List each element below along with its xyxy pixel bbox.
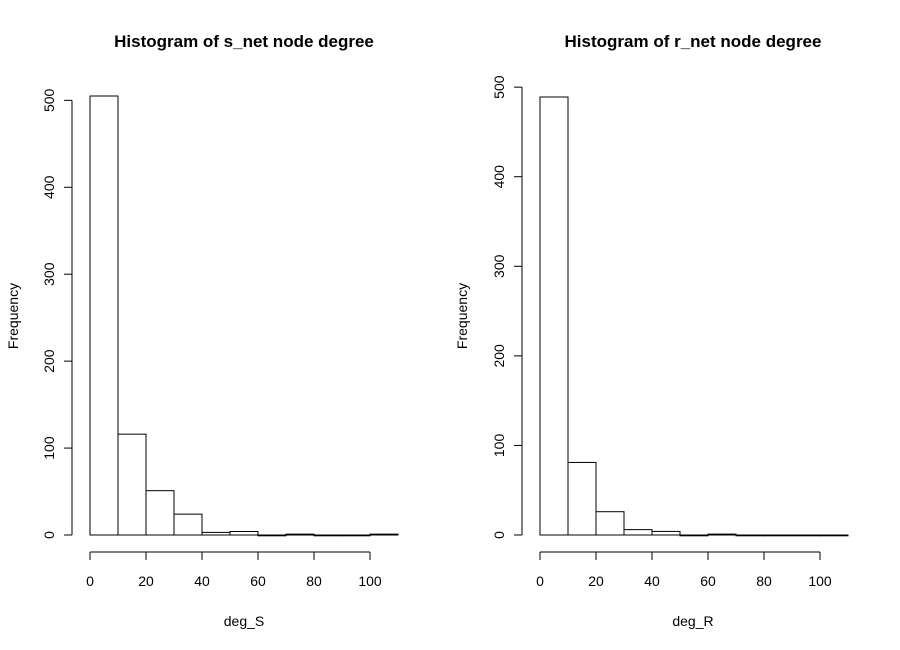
histogram-bar: [735, 534, 765, 537]
histogram-r-net-panel: Histogram of r_net node degree deg_R Fre…: [454, 32, 849, 629]
bars: [89, 95, 399, 537]
y-tick-label: 200: [41, 349, 57, 373]
x-axis-label: deg_S: [224, 613, 264, 629]
x-tick-label: 0: [536, 573, 544, 589]
x-tick-label: 40: [194, 573, 210, 589]
histogram-bar: [173, 513, 203, 536]
x-tick-label: 60: [700, 573, 716, 589]
y-tick-label: 300: [41, 262, 57, 286]
y-tick-label: 400: [491, 165, 507, 189]
x-tick-label: 60: [250, 573, 266, 589]
histogram-bar: [623, 529, 653, 536]
x-tick-label: 20: [138, 573, 154, 589]
histogram-bar: [229, 531, 259, 536]
y-tick-label: 200: [491, 344, 507, 368]
x-axis: 0 20 40 60 80 100: [536, 551, 832, 589]
x-axis-label: deg_R: [672, 613, 713, 629]
histogram-bar: [707, 533, 737, 536]
y-tick-label: 0: [491, 531, 507, 539]
histogram-bar: [117, 433, 147, 536]
histogram-bar: [819, 534, 849, 537]
y-tick-label: 500: [491, 75, 507, 99]
histogram-bar: [145, 490, 175, 536]
x-tick-label: 80: [756, 573, 772, 589]
y-tick-label: 500: [41, 88, 57, 112]
x-tick-label: 100: [808, 573, 832, 589]
y-tick-label: 100: [41, 436, 57, 460]
histogram-bar: [369, 533, 399, 536]
y-tick-label: 0: [41, 531, 57, 539]
histogram-bar: [679, 534, 709, 537]
chart-title: Histogram of r_net node degree: [565, 32, 822, 51]
histogram-bar: [651, 530, 681, 536]
histogram-bar: [791, 534, 821, 537]
histogram-bar: [313, 534, 343, 537]
y-tick-label: 300: [491, 254, 507, 278]
histogram-bar: [341, 534, 371, 537]
y-tick-label: 100: [491, 434, 507, 458]
y-axis-label: Frequency: [5, 283, 21, 349]
x-tick-label: 20: [588, 573, 604, 589]
x-tick-label: 0: [86, 573, 94, 589]
histogram-bar: [763, 534, 793, 537]
chart-title: Histogram of s_net node degree: [114, 32, 374, 51]
x-tick-label: 80: [306, 573, 322, 589]
y-axis: 0 100 200 300 400 500: [491, 75, 523, 539]
histogram-bar: [567, 461, 597, 536]
y-tick-label: 400: [41, 175, 57, 199]
histogram-bar: [285, 533, 315, 536]
histogram-bar: [595, 511, 625, 536]
histogram-bar: [89, 95, 119, 536]
bars: [539, 96, 849, 537]
x-tick-label: 40: [644, 573, 660, 589]
x-axis: 0 20 40 60 80 100: [86, 551, 382, 589]
y-axis: 0 100 200 300 400 500: [41, 88, 73, 539]
histogram-bar: [257, 534, 287, 537]
histogram-s-net-panel: Histogram of s_net node degree deg_S Fre…: [5, 32, 399, 629]
x-tick-label: 100: [358, 573, 382, 589]
histogram-bar: [201, 531, 231, 536]
y-axis-label: Frequency: [454, 283, 470, 349]
histogram-bar: [539, 96, 569, 536]
